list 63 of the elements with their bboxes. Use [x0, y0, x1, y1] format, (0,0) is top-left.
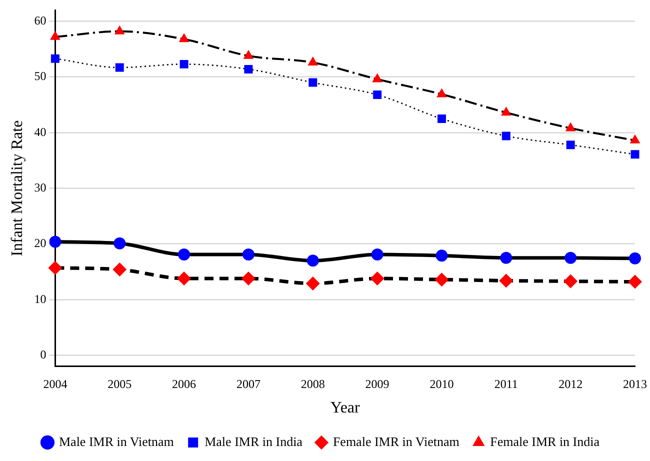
y-tick-label: 20 — [34, 236, 46, 250]
legend-label: Male IMR in Vietnam — [58, 434, 174, 449]
point — [306, 254, 319, 267]
point — [308, 78, 318, 87]
legend-label: Male IMR in India — [204, 434, 303, 449]
point — [50, 30, 60, 40]
point — [242, 248, 254, 261]
point — [630, 134, 640, 144]
x-tick-label: 2010 — [430, 376, 454, 391]
point — [564, 252, 577, 264]
legend-label: Female IMR in India — [490, 434, 600, 449]
point — [114, 25, 125, 34]
point — [244, 64, 253, 74]
y-tick-label: 50 — [34, 69, 46, 84]
x-tick-label: 2004 — [43, 376, 68, 391]
point — [177, 271, 192, 286]
point — [437, 114, 446, 123]
x-tick-label: 2011 — [494, 376, 518, 391]
point — [243, 50, 254, 59]
y-tick-label: 30 — [34, 180, 46, 194]
x-axis-title: Year — [330, 400, 361, 417]
point — [372, 73, 383, 82]
point — [630, 150, 640, 159]
y-tick-label: 40 — [34, 124, 46, 139]
point — [178, 33, 190, 42]
point — [180, 60, 188, 68]
point — [371, 248, 384, 261]
point — [499, 274, 514, 288]
point — [564, 274, 578, 288]
point — [241, 271, 256, 286]
x-tick-label: 2012 — [558, 376, 583, 391]
point — [112, 262, 127, 277]
x-tick-label: 2005 — [108, 376, 132, 391]
point — [308, 56, 318, 66]
y-tick-label: 60 — [34, 13, 46, 28]
point — [306, 276, 320, 290]
point — [500, 106, 512, 116]
point — [434, 272, 449, 287]
point — [628, 274, 642, 289]
point — [48, 260, 62, 275]
point — [115, 63, 124, 72]
y-axis-title: Infant Mortality Rate — [8, 120, 26, 256]
x-tick-label: 2006 — [172, 376, 196, 391]
point — [500, 252, 512, 264]
point — [565, 122, 576, 132]
point — [114, 237, 126, 250]
point — [566, 140, 575, 150]
point — [50, 54, 60, 63]
x-tick-label: 2013 — [623, 376, 647, 391]
point — [502, 132, 510, 140]
point — [436, 250, 448, 262]
legend-label: Female IMR in Vietnam — [332, 434, 460, 449]
y-tick-label: 0 — [40, 347, 46, 362]
x-tick-label: 2009 — [365, 376, 390, 391]
y-tick-label: 10 — [34, 292, 46, 306]
point — [436, 88, 447, 98]
point — [370, 271, 384, 286]
point — [49, 236, 62, 248]
point — [629, 252, 641, 264]
x-tick-label: 2007 — [236, 376, 260, 391]
point — [373, 90, 382, 100]
point — [178, 248, 190, 261]
x-tick-label: 2008 — [300, 376, 325, 391]
